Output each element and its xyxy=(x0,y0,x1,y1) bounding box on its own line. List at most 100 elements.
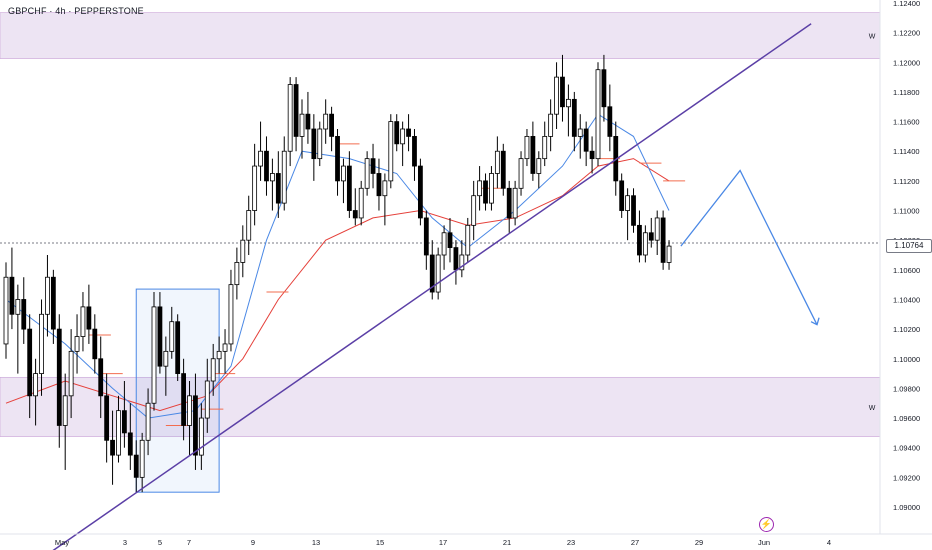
current-price-tag: 1.10764 xyxy=(886,239,932,253)
chart-title: GBPCHF · 4h · PEPPERSTONE xyxy=(8,6,144,16)
candle-body xyxy=(566,98,571,108)
candle xyxy=(252,143,258,226)
candle-body xyxy=(204,380,210,419)
candle xyxy=(637,210,642,263)
candle xyxy=(542,121,548,167)
candle xyxy=(139,432,145,493)
trendline[interactable] xyxy=(47,23,812,550)
candle xyxy=(335,129,340,196)
candle xyxy=(258,121,263,181)
time-tick-label: 29 xyxy=(695,538,703,547)
candle-body xyxy=(56,328,62,426)
candle-body xyxy=(406,128,411,137)
candle-body xyxy=(151,306,157,404)
candle-body xyxy=(3,276,9,345)
candle-body xyxy=(459,254,465,271)
candle xyxy=(666,240,672,270)
candle xyxy=(417,158,423,226)
candle-body xyxy=(619,180,625,211)
candle-body xyxy=(601,69,607,108)
price-axis[interactable]: 1.12400 1.12200 1.12000 1.11800 1.11600 1.114… xyxy=(893,0,920,512)
candle-body xyxy=(193,395,198,456)
candle xyxy=(39,299,44,396)
candle xyxy=(323,99,329,144)
candle xyxy=(169,306,175,359)
price-tick-label: 1.09800 xyxy=(893,384,920,393)
candle-body xyxy=(341,165,346,182)
projection-line xyxy=(680,169,818,325)
candle-body xyxy=(477,180,483,197)
time-tick-label: 27 xyxy=(631,538,639,547)
candle-body xyxy=(228,284,234,345)
time-axis[interactable]: May 3 5 7 9 13 15 17 21 23 27 29 Jun 4 xyxy=(55,538,831,547)
candle xyxy=(341,158,346,204)
candle xyxy=(246,195,252,255)
candle-body xyxy=(317,128,323,160)
candle-body xyxy=(181,373,187,426)
candle-body xyxy=(139,439,145,478)
candle xyxy=(631,188,636,233)
candle xyxy=(3,262,9,359)
candle-body xyxy=(631,195,636,226)
candle-body xyxy=(86,306,92,330)
candle-body xyxy=(394,121,400,145)
candle-body xyxy=(163,350,169,367)
candle xyxy=(240,225,246,278)
candle-body xyxy=(560,76,565,108)
candle xyxy=(151,292,157,411)
candle xyxy=(364,151,370,196)
candle xyxy=(518,151,524,196)
candle-body xyxy=(240,239,246,263)
candle-body xyxy=(595,69,601,160)
candle-body xyxy=(92,328,98,360)
candle xyxy=(299,99,305,159)
lightning-icon[interactable]: ⚡ xyxy=(759,517,774,532)
time-tick-label: 17 xyxy=(439,538,447,547)
candle-body xyxy=(210,358,216,382)
candle xyxy=(163,336,169,396)
candle xyxy=(281,136,287,211)
price-tick-label: 1.11600 xyxy=(893,118,920,127)
candle xyxy=(423,210,429,270)
candle-body xyxy=(364,158,370,189)
price-tick-label: 1.11400 xyxy=(893,147,920,156)
candle xyxy=(465,217,471,263)
candle-body xyxy=(45,276,50,315)
candle-body xyxy=(536,158,542,174)
candle xyxy=(370,143,376,189)
candle xyxy=(74,314,80,374)
candle-body xyxy=(583,128,589,152)
candle-body xyxy=(358,187,364,219)
candle xyxy=(133,440,139,493)
price-tick-label: 1.09600 xyxy=(893,414,920,423)
candle xyxy=(27,314,33,419)
time-tick-label: 21 xyxy=(503,538,511,547)
candle-body xyxy=(299,113,305,137)
candle xyxy=(228,269,234,352)
candle xyxy=(317,121,323,167)
candle-body xyxy=(187,395,192,426)
candle xyxy=(204,358,210,433)
candle xyxy=(589,136,595,174)
zone-label: W xyxy=(869,34,876,41)
candle xyxy=(275,151,281,218)
candle-body xyxy=(27,328,33,397)
candle xyxy=(566,84,571,137)
candle xyxy=(98,336,104,419)
candle xyxy=(198,403,204,470)
candle-body xyxy=(157,306,163,367)
candle xyxy=(530,121,536,181)
candle xyxy=(287,77,293,167)
candle xyxy=(157,292,163,374)
candle xyxy=(56,314,62,448)
candle xyxy=(489,166,494,211)
candle xyxy=(234,247,240,300)
candle-body xyxy=(382,180,388,197)
candle xyxy=(352,188,358,226)
candle xyxy=(86,284,92,344)
candle-body xyxy=(370,158,376,174)
candle xyxy=(68,329,74,419)
candle-body xyxy=(412,136,417,167)
price-tick-label: 1.12400 xyxy=(893,0,920,8)
